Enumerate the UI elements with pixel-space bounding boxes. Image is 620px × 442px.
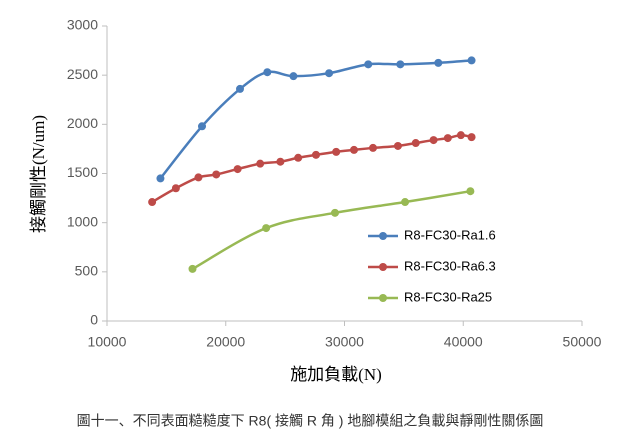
data-point	[256, 159, 265, 168]
x-tick-label: 40000	[444, 334, 483, 350]
x-axis-title: 施加負載(N)	[290, 365, 382, 384]
data-point	[148, 198, 157, 207]
legend-label: R8-FC30-Ra1.6	[404, 227, 496, 242]
data-point	[212, 170, 221, 179]
data-point	[289, 72, 298, 81]
y-tick-label: 2000	[67, 115, 98, 131]
legend-marker	[379, 294, 387, 302]
data-point	[331, 208, 339, 217]
x-tick-label: 30000	[325, 334, 364, 350]
data-point	[198, 122, 206, 131]
data-point	[276, 157, 285, 166]
caption: 圖十一、不同表面糙糙度下 R8( 接觸 R 角 ) 地腳模組之負載與靜剛性關係圖	[77, 413, 544, 429]
legend-marker	[379, 263, 387, 271]
x-tick-label: 50000	[563, 334, 602, 350]
data-point	[262, 224, 271, 233]
data-point	[434, 58, 443, 67]
data-point	[364, 60, 373, 69]
legend-label: R8-FC30-Ra25	[404, 289, 492, 304]
y-tick-label: 2500	[67, 66, 98, 82]
series-line	[159, 59, 472, 180]
data-point	[401, 198, 410, 207]
y-tick-label: 500	[75, 263, 99, 279]
data-point	[233, 165, 242, 174]
series-line	[151, 133, 472, 204]
data-point	[188, 264, 197, 273]
data-point	[294, 153, 303, 162]
data-point	[312, 150, 320, 159]
data-point	[325, 69, 334, 78]
data-point	[194, 173, 203, 182]
y-tick-label: 1500	[67, 164, 98, 180]
y-tick-label: 3000	[67, 17, 98, 33]
data-point	[156, 174, 165, 183]
data-point	[411, 139, 420, 148]
x-tick-label: 20000	[206, 334, 245, 350]
y-tick-label: 0	[90, 312, 98, 328]
data-point	[236, 84, 244, 93]
data-point	[467, 56, 476, 65]
data-point	[332, 147, 341, 156]
data-point	[171, 184, 180, 193]
data-point	[443, 134, 452, 143]
x-tick-label: 10000	[88, 334, 127, 350]
data-point	[456, 131, 465, 140]
data-point	[396, 60, 405, 69]
y-axis-title: 接觸剛性(N/um)	[29, 115, 48, 233]
data-point	[429, 136, 438, 145]
y-tick-label: 1000	[67, 213, 98, 229]
data-point	[393, 141, 402, 150]
data-point	[369, 143, 377, 152]
data-point	[467, 133, 476, 142]
data-point	[350, 145, 358, 154]
data-point	[263, 68, 272, 77]
data-point	[466, 187, 475, 196]
legend-label: R8-FC30-Ra6.3	[404, 258, 496, 273]
legend-marker	[379, 232, 387, 240]
